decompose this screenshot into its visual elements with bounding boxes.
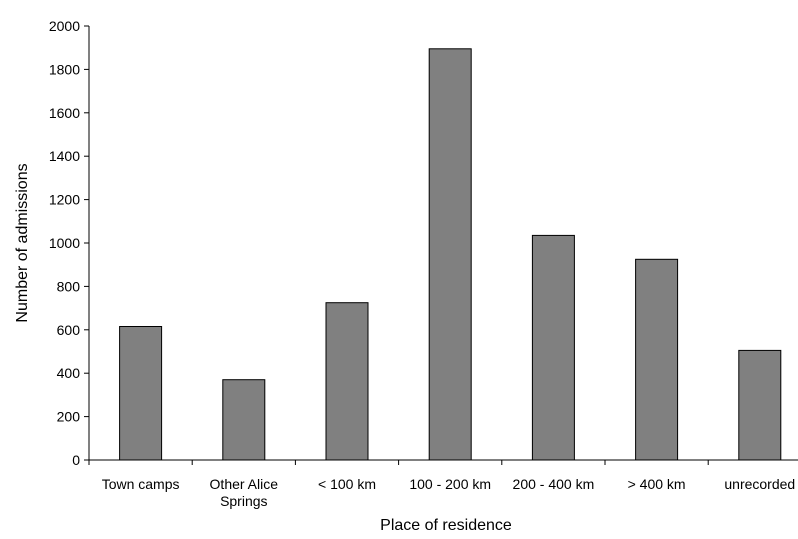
y-tick-label: 400 <box>57 365 81 381</box>
x-axis-title: Place of residence <box>380 517 512 534</box>
x-tick-label: > 400 km <box>628 476 686 492</box>
y-ticks-layer: 0 200 400 600 800 1000 1200 1400 1600 1800 2000 <box>49 18 89 468</box>
y-tick-label: 1800 <box>49 61 80 77</box>
x-tick-label-line: 200 - 400 km <box>513 476 595 492</box>
bar-5 <box>635 258 679 461</box>
x-ticks-layer: Town camps Other Alice Springs < 100 km 100 … <box>88 460 795 509</box>
x-tick-label-line: < 100 km <box>318 476 376 492</box>
x-tick-label-line: > 400 km <box>628 476 686 492</box>
x-tick-label-line: Other Alice <box>210 476 279 492</box>
y-tick-label: 0 <box>72 452 80 468</box>
bar-6 <box>738 349 782 461</box>
bar-4 <box>531 234 575 461</box>
x-tick-label: unrecorded <box>724 476 795 492</box>
y-tick-label: 1400 <box>49 148 80 164</box>
bar-1 <box>222 379 266 461</box>
bar-2 <box>325 302 369 461</box>
x-tick-label: < 100 km <box>318 476 376 492</box>
y-tick-label: 200 <box>57 409 81 425</box>
x-tick-label: 200 - 400 km <box>513 476 595 492</box>
bar-0 <box>119 326 163 461</box>
y-tick-label: 1200 <box>49 192 80 208</box>
x-tick-label-line: unrecorded <box>724 476 795 492</box>
x-tick-label: Town camps <box>102 476 180 492</box>
y-tick-label: 1600 <box>49 105 80 121</box>
x-tick-label-line: Town camps <box>102 476 180 492</box>
bars-layer <box>119 48 782 461</box>
x-tick-label-line: 100 - 200 km <box>409 476 491 492</box>
x-tick-label: Other Alice Springs <box>210 476 279 509</box>
bar-3 <box>428 48 472 461</box>
y-tick-label: 800 <box>57 278 81 294</box>
y-axis-title: Number of admissions <box>14 163 31 322</box>
y-tick-label: 600 <box>57 322 81 338</box>
y-tick-label: 1000 <box>49 235 80 251</box>
x-tick-label: 100 - 200 km <box>409 476 491 492</box>
x-tick-label-line: Springs <box>220 493 267 509</box>
y-tick-label: 2000 <box>49 18 80 34</box>
